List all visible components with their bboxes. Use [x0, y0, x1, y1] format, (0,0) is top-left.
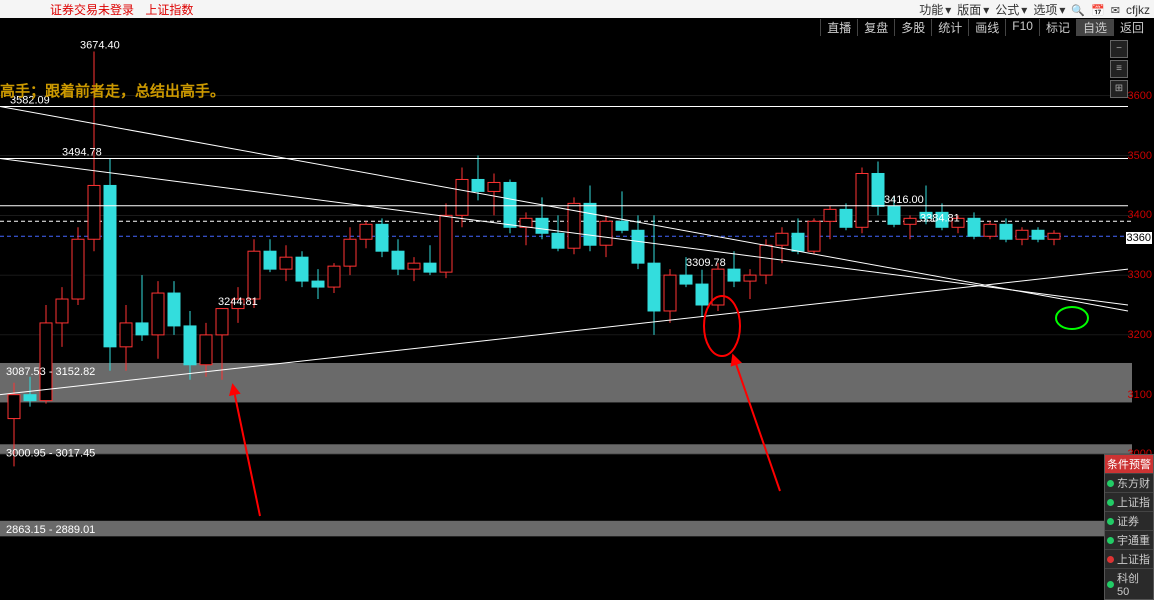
top-toolbar: 证券交易未登录 上证指数 功能 版面 公式 选项 cfjkz: [0, 0, 1154, 19]
status-dot-icon: [1107, 537, 1114, 544]
watchlist-panel: 条件预警 东方财上证指证券宇通重上证指科创50: [1104, 454, 1154, 600]
watchlist-item[interactable]: 科创50: [1105, 568, 1153, 599]
watchlist-item-name: 上证指: [1117, 494, 1150, 510]
svg-text:3416.00: 3416.00: [884, 194, 924, 206]
status-dot-icon: [1107, 581, 1114, 588]
watchlist-item-name: 东方财: [1117, 475, 1150, 491]
status-dot-icon: [1107, 480, 1114, 487]
status-dot-icon: [1107, 518, 1114, 525]
watchlist-item[interactable]: 上证指: [1105, 492, 1153, 511]
tool-minus-icon[interactable]: −: [1110, 40, 1128, 58]
axis-current-price: 3360: [1126, 232, 1152, 244]
watchlist-item[interactable]: 东方财: [1105, 473, 1153, 492]
watchlist-header[interactable]: 条件预警: [1105, 455, 1153, 473]
overlay-caption: 高手；跟着前者走，总结出高手。: [0, 80, 225, 101]
watchlist-item-name: 科创50: [1117, 570, 1151, 598]
ytick: 3300: [1128, 269, 1152, 281]
svg-text:2863.15 - 2889.01: 2863.15 - 2889.01: [6, 524, 95, 536]
status-dot-icon: [1107, 499, 1114, 506]
menu-fav[interactable]: 自选: [1076, 19, 1113, 36]
top-right-menu: 功能 版面 公式 选项 cfjkz: [919, 1, 1150, 18]
status-dot-icon: [1107, 556, 1114, 563]
watchlist-item-name: 宇通重: [1117, 532, 1150, 548]
index-name[interactable]: 上证指数: [145, 3, 193, 17]
menu-function[interactable]: 功能: [919, 1, 951, 18]
search-icon[interactable]: [1071, 3, 1085, 17]
watchlist-item[interactable]: 宇通重: [1105, 530, 1153, 549]
chart-tool-icons: − ≡ ⊞: [1110, 40, 1128, 98]
svg-text:3244.81: 3244.81: [218, 296, 258, 308]
watchlist-item-name: 证券: [1117, 513, 1139, 529]
candlestick-chart[interactable]: 3582.093494.783674.403244.813309.783416.…: [0, 36, 1132, 574]
svg-text:3087.53 - 3152.82: 3087.53 - 3152.82: [6, 366, 95, 378]
ytick: 3400: [1128, 209, 1152, 221]
menu-multi[interactable]: 多股: [894, 19, 931, 36]
menu-formula[interactable]: 公式: [995, 1, 1027, 18]
watchlist-item-name: 上证指: [1117, 551, 1150, 567]
menu-live[interactable]: 直播: [820, 19, 857, 36]
svg-text:3000.95 - 3017.45: 3000.95 - 3017.45: [6, 447, 95, 459]
svg-text:3309.78: 3309.78: [686, 257, 726, 269]
menu-stats[interactable]: 统计: [931, 19, 968, 36]
ytick: 3600: [1128, 90, 1152, 102]
watchlist-item[interactable]: 证券: [1105, 511, 1153, 530]
login-status[interactable]: 证券交易未登录: [50, 3, 134, 17]
menu-options[interactable]: 选项: [1033, 1, 1065, 18]
menu-mark[interactable]: 标记: [1039, 19, 1076, 36]
ytick: 3500: [1128, 150, 1152, 162]
menu-back[interactable]: 返回: [1113, 19, 1150, 36]
svg-text:3494.78: 3494.78: [62, 147, 102, 159]
menu-bar: 直播 复盘 多股 统计 画线 F10 标记 自选 返回: [0, 18, 1154, 37]
calendar-icon[interactable]: [1091, 3, 1105, 17]
user-name[interactable]: cfjkz: [1126, 3, 1150, 17]
menu-draw[interactable]: 画线: [968, 19, 1005, 36]
svg-text:3674.40: 3674.40: [80, 40, 120, 52]
menu-items: 直播 复盘 多股 统计 画线 F10 标记 自选 返回: [820, 19, 1150, 36]
ytick: 3100: [1128, 389, 1152, 401]
menu-layout[interactable]: 版面: [957, 1, 989, 18]
top-left-status: 证券交易未登录 上证指数: [50, 1, 193, 18]
menu-replay[interactable]: 复盘: [857, 19, 894, 36]
tool-list-icon[interactable]: ≡: [1110, 60, 1128, 78]
watchlist-item[interactable]: 上证指: [1105, 549, 1153, 568]
tool-grid-icon[interactable]: ⊞: [1110, 80, 1128, 98]
menu-f10[interactable]: F10: [1005, 19, 1039, 36]
ytick: 3200: [1128, 329, 1152, 341]
chart-area[interactable]: 3582.093494.783674.403244.813309.783416.…: [0, 36, 1132, 574]
mail-icon[interactable]: [1111, 3, 1120, 17]
svg-text:3384.81: 3384.81: [920, 212, 960, 224]
